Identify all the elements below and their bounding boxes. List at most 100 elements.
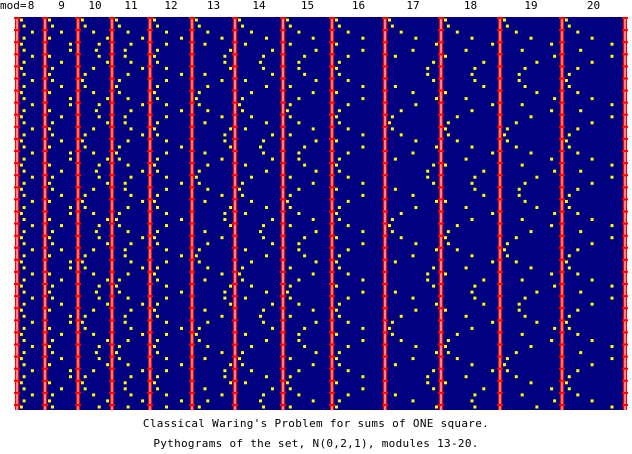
- point: [106, 278, 110, 282]
- point: [141, 36, 145, 40]
- point: [51, 187, 54, 191]
- point: [337, 218, 341, 221]
- point: [220, 115, 224, 119]
- point: [464, 48, 468, 52]
- point: [165, 103, 168, 107]
- point: [92, 272, 96, 276]
- point: [229, 48, 233, 52]
- point: [229, 284, 233, 288]
- point: [51, 121, 54, 125]
- point: [390, 320, 394, 324]
- point: [69, 260, 72, 264]
- point: [393, 85, 397, 88]
- point: [22, 48, 26, 52]
- point: [361, 97, 365, 101]
- point: [156, 206, 159, 209]
- point: [297, 121, 301, 125]
- point: [126, 296, 130, 300]
- point: [92, 393, 96, 397]
- point: [288, 85, 292, 88]
- point: [115, 218, 118, 221]
- point: [206, 109, 210, 113]
- point: [94, 230, 98, 234]
- point: [579, 230, 583, 234]
- point: [69, 212, 72, 215]
- point: [94, 109, 98, 113]
- point: [464, 266, 468, 270]
- point: [411, 193, 415, 197]
- point: [60, 332, 63, 336]
- point: [250, 345, 253, 348]
- point: [393, 363, 397, 367]
- point: [285, 199, 289, 203]
- point: [523, 66, 527, 70]
- point: [69, 375, 72, 379]
- point: [399, 30, 403, 34]
- point: [203, 387, 207, 391]
- point: [92, 248, 96, 252]
- point: [156, 242, 159, 246]
- point: [165, 212, 168, 215]
- point: [470, 145, 474, 149]
- point: [337, 24, 341, 28]
- point: [535, 290, 539, 294]
- point: [97, 42, 101, 46]
- point: [229, 145, 233, 149]
- point: [19, 381, 23, 385]
- point: [206, 85, 210, 88]
- point: [244, 127, 247, 131]
- point: [22, 339, 26, 342]
- point: [92, 127, 96, 131]
- point: [165, 369, 168, 373]
- point: [180, 109, 183, 113]
- point: [610, 42, 614, 46]
- point: [19, 332, 23, 336]
- point: [361, 36, 365, 40]
- point: [241, 363, 244, 367]
- point: [473, 393, 477, 397]
- point: [390, 230, 394, 234]
- point: [60, 224, 63, 228]
- point: [590, 97, 594, 101]
- point: [464, 97, 468, 101]
- point: [194, 254, 198, 258]
- point: [505, 24, 509, 28]
- point: [19, 91, 23, 95]
- point: [48, 326, 51, 330]
- point: [165, 66, 168, 70]
- module-label-18: 18: [464, 0, 477, 12]
- point: [303, 345, 307, 348]
- point: [346, 369, 350, 373]
- point: [165, 151, 168, 155]
- point: [610, 54, 614, 58]
- point: [414, 36, 418, 40]
- point: [491, 320, 495, 324]
- point: [92, 30, 96, 34]
- point: [491, 151, 495, 155]
- point: [523, 181, 527, 185]
- point: [297, 187, 301, 191]
- point: [238, 272, 241, 276]
- point: [126, 405, 130, 409]
- point: [567, 193, 571, 197]
- point: [129, 42, 133, 46]
- point: [48, 236, 51, 240]
- point: [311, 308, 315, 312]
- point: [153, 199, 156, 203]
- point: [288, 193, 292, 197]
- point: [337, 399, 341, 403]
- point: [590, 181, 594, 185]
- point: [129, 60, 133, 64]
- point: [514, 30, 518, 34]
- point: [446, 339, 450, 342]
- point: [491, 260, 495, 264]
- point: [390, 115, 394, 119]
- point: [303, 163, 307, 167]
- point: [399, 314, 403, 318]
- point: [129, 375, 133, 379]
- point: [123, 121, 127, 125]
- point: [203, 42, 207, 46]
- point: [535, 320, 539, 324]
- point: [30, 296, 34, 300]
- point: [117, 345, 121, 348]
